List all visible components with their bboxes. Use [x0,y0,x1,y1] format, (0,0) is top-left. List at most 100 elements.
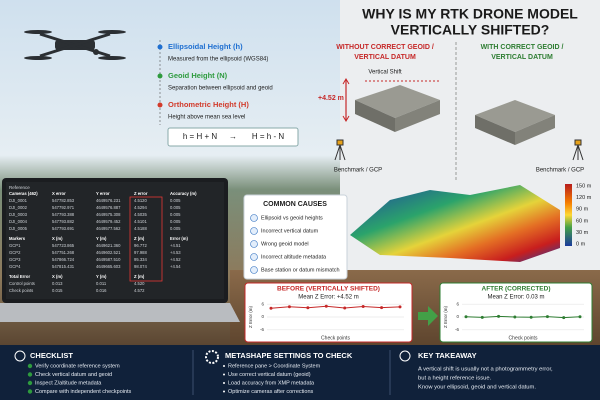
bottom-band [0,345,600,400]
table-header: Cameras (462) [9,191,38,196]
list-item: Inspect Z/altitude metadata [35,380,102,386]
color-bar [565,184,572,246]
table-cell: 4.5101 [134,219,147,224]
table-cell: 4649579.452 [96,219,121,224]
table-cell: Control points [9,281,35,286]
scale-label: 30 m [576,230,589,236]
shift-label: Vertical Shift [368,70,402,76]
bullet [223,365,225,367]
height-desc: Measured from the ellipsoid (WGS84) [168,57,268,63]
table-header: Y (m) [96,236,107,241]
list-item: Load accuracy from XMP metadata [228,380,315,386]
scale-label: 150 m [576,183,592,189]
table-cell: Check points [9,288,33,293]
list-item: Use correct vertical datum (geoid) [228,372,311,378]
table-cell: 547793.691 [52,226,75,231]
building-model [355,85,555,145]
data-point [324,304,328,308]
list-item: Compare with independent checkpoints [35,389,132,395]
causes-title: COMMON CAUSES [263,201,327,208]
table-cell: 0.015 [52,288,63,293]
table-cell: 0.005 [170,226,181,231]
table-cell: +4.51 [170,243,181,248]
cause-item: Ellipsoid vs geoid heights [261,215,323,221]
formula-right: H = h - N [252,132,284,141]
height-title: Geoid Height (N) [168,71,228,80]
table-cell: DJI_0003 [9,212,28,217]
data-point [480,315,484,319]
data-point [529,315,533,319]
cause-item: Incorrect altitude metadata [261,254,327,260]
shift-arrowheads [342,78,350,122]
table-cell: DJI_0001 [9,198,28,203]
table-cell: DJI_0005 [9,226,28,231]
laptop-base [0,303,240,322]
title-line: WHY IS MY RTK DRONE MODEL [362,6,578,22]
data-point [578,315,582,319]
table-cell: +4.53 [170,250,181,255]
takeaway-line: but a height reference issue. [418,376,492,382]
table-cell: +4.52 [170,257,181,262]
takeaway-line: A vertical shift is usually not a photog… [418,367,553,373]
table-header: X (m) [52,274,63,279]
data-point [464,315,468,319]
y-tick-label: -6 [260,327,264,332]
x-axis-label: Check points [509,335,538,341]
tripod [334,139,584,161]
table-cell: 0.011 [96,281,107,286]
settings-icon [205,350,219,364]
causes-box [243,194,348,280]
table-cell: 4.5120 [134,198,147,203]
table-cell: 4.572 [134,288,145,293]
y-tick-label: 6 [261,301,264,306]
table-header: Markers [9,236,26,241]
data-point [497,314,501,318]
table-cell: 547866.724 [52,257,75,262]
height-desc: Separation between ellipsoid and geoid [168,86,273,92]
height-title: Ellipsoidal Height (h) [168,42,243,51]
table-cell: 0.016 [96,288,107,293]
table-cell: GCP1 [9,243,21,248]
data-point [269,306,273,310]
formula-box [167,127,299,147]
table-cell: 4649577.562 [96,226,121,231]
drone [24,30,126,60]
data-point [361,305,365,308]
cause-item: Wrong geoid model [261,241,309,247]
cause-icon [250,227,258,235]
cause-item: Base station or datum mismatch [261,267,340,273]
table-cell: +4.54 [170,264,181,269]
check-icon [27,363,33,369]
table-cell: 4.520 [134,281,145,286]
check-icon [27,372,33,377]
title-line: VERTICALLY SHIFTED? [391,22,550,38]
cause-icon [250,214,258,222]
shift-value: +4.52 m [318,95,344,102]
height-title: Orthometric Height (H) [168,100,249,109]
y-tick-label: 6 [456,301,459,306]
right-title: WITH CORRECT GEOID / [481,44,564,51]
table-header: Error (m) [170,236,189,241]
benchmark-label: Benchmark / GCP [334,168,382,174]
table-header: Y (m) [96,274,107,279]
table-cell: 0.005 [170,205,181,210]
chart-box [244,282,413,343]
terrain-model [350,185,560,262]
bullet [223,390,225,393]
height-dot [157,102,163,108]
table-header: Accuracy (m) [170,191,197,196]
chart-box [439,282,593,343]
correction-arrow [418,306,438,326]
table-cell: GCP3 [9,257,21,262]
list-item: Verify coordinate reference system [35,363,120,369]
y-tick-label: 0 [261,314,264,319]
table-cell: 4.5188 [134,226,147,231]
scale-label: 120 m [576,195,592,201]
table-header: X (m) [52,236,63,241]
chart-subtitle: Mean Z Error: +4.52 m [298,295,359,301]
z-error-highlight [129,196,163,282]
checklist-icon [14,350,26,362]
table-cell: DJI_0002 [9,205,28,210]
table-cell: 547751.268 [52,250,75,255]
height-dot [157,73,163,79]
